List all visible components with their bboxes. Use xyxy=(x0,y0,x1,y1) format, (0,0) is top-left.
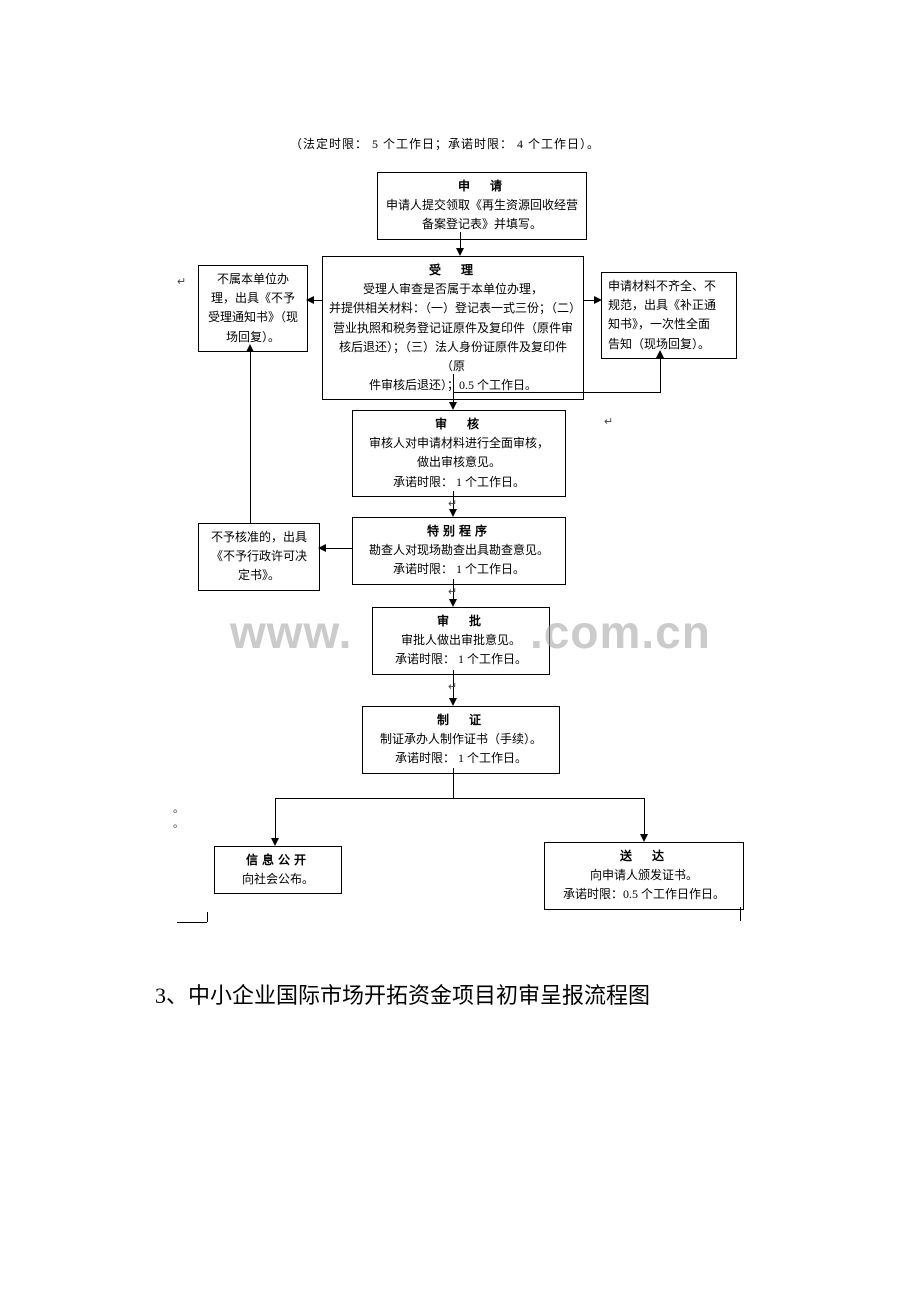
cert-box: 制 证 制证承办人制作证书（手续）。 承诺时限： 1 个工作日。 xyxy=(362,706,560,774)
incomplete-down xyxy=(660,352,661,392)
cert-l1: 制证承办人制作证书（手续）。 xyxy=(369,730,553,749)
special-approve-head xyxy=(449,599,457,607)
special-notapprove-head xyxy=(318,544,326,552)
ret-mark-2: ↵ xyxy=(604,415,613,428)
na-l3: 定书》。 xyxy=(205,566,313,585)
cert-fork-hor xyxy=(275,798,645,799)
approve-box: 审 批 审批人做出审批意见。 承诺时限： 1 个工作日。 xyxy=(372,607,550,675)
arrow-apply-accept-head xyxy=(456,248,464,256)
publish-l1: 向社会公布。 xyxy=(221,870,335,889)
bottom-heading: 3、中小企业国际市场开拓资金项目初审呈报流程图 xyxy=(155,978,650,1010)
deliver-box: 送 达 向申请人颁发证书。 承诺时限：0.5 个工作日作日。 xyxy=(544,842,744,910)
special-title: 特别程序 xyxy=(359,522,559,541)
not-approve-box: 不予核准的，出具 《不予行政许可决 定书》。 xyxy=(198,523,320,591)
review-special-head xyxy=(449,509,457,517)
incomplete-l3: 知书》，一次性全面 xyxy=(608,315,730,334)
apply-line1: 申请人提交领取《再生资源回收经营 xyxy=(384,196,580,215)
not-belong-box: 不属本单位办 理，出具《不予 受理通知书》（现 场回复）。 xyxy=(198,265,308,352)
timeline-text: （法定时限： 5 个工作日；承诺时限： 4 个工作日）。 xyxy=(290,135,600,152)
incomplete-feedback-head xyxy=(656,350,664,358)
review-title: 审 核 xyxy=(359,415,559,434)
deliver-l2: 承诺时限：0.5 个工作日作日。 xyxy=(551,885,737,904)
accept-l1: 受理人审查是否属于本单位办理， xyxy=(329,280,577,299)
special-notapprove-line xyxy=(324,548,352,549)
incomplete-box: 申请材料不齐全、不 规范，出具《补正通 知书》，一次性全面 告知（现场回复）。 xyxy=(601,272,737,359)
accept-review-head xyxy=(449,402,457,410)
apply-line2: 备案登记表》并填写。 xyxy=(384,215,580,234)
stray-left-h xyxy=(177,922,207,923)
ret-mark-4: ↵ xyxy=(448,585,457,598)
ret-mark-7: 。 xyxy=(173,815,184,831)
ret-mark-6: 。 xyxy=(173,800,184,816)
fork-left-vert xyxy=(275,798,276,840)
watermark-right: .com.cn xyxy=(530,605,711,659)
special-l2: 承诺时限： 1 个工作日。 xyxy=(359,560,559,579)
approve-cert-head xyxy=(449,698,457,706)
special-l1: 勘查人对现场勘查出具勘查意见。 xyxy=(359,541,559,560)
accept-to-notbelong-head xyxy=(306,296,314,304)
stray-right-v xyxy=(740,907,741,921)
fork-right-head xyxy=(640,834,648,842)
ret-mark-1: ↵ xyxy=(177,275,186,288)
accept-to-incomplete-head xyxy=(594,296,602,304)
cert-title: 制 证 xyxy=(369,711,553,730)
incomplete-l4: 告知（现场回复）。 xyxy=(608,335,730,354)
apply-title: 申 请 xyxy=(384,177,580,196)
deliver-l1: 向申请人颁发证书。 xyxy=(551,866,737,885)
incomplete-l1: 申请材料不齐全、不 xyxy=(608,277,730,296)
apply-box: 申 请 申请人提交领取《再生资源回收经营 备案登记表》并填写。 xyxy=(377,172,587,240)
approve-title: 审 批 xyxy=(379,612,543,631)
cert-l2: 承诺时限： 1 个工作日。 xyxy=(369,749,553,768)
approve-l2: 承诺时限： 1 个工作日。 xyxy=(379,650,543,669)
page: （法定时限： 5 个工作日；承诺时限： 4 个工作日）。 申 请 申请人提交领取… xyxy=(0,0,920,1302)
incomplete-hor xyxy=(453,392,661,393)
fork-left-head xyxy=(271,838,279,846)
review-l2: 做出审核意见。 xyxy=(359,453,559,472)
left-feedback-vert xyxy=(250,346,251,523)
accept-title: 受 理 xyxy=(329,261,577,280)
na-l2: 《不予行政许可决 xyxy=(205,547,313,566)
special-box: 特别程序 勘查人对现场勘查出具勘查意见。 承诺时限： 1 个工作日。 xyxy=(352,517,566,585)
deliver-title: 送 达 xyxy=(551,847,737,866)
approve-l1: 审批人做出审批意见。 xyxy=(379,631,543,650)
accept-l2: 并提供相关材料：（一）登记表一式三份；（二） xyxy=(329,299,577,318)
incomplete-l2: 规范，出具《补正通 xyxy=(608,296,730,315)
stray-left-v xyxy=(207,912,208,922)
accept-l4: 核后退还）；（三）法人身份证原件及复印件（原 xyxy=(329,338,577,376)
not-belong-l2: 理，出具《不予 xyxy=(205,289,301,308)
accept-l3: 营业执照和税务登记证原件及复印件（原件审 xyxy=(329,319,577,338)
ret-mark-5: ↵ xyxy=(448,680,457,693)
na-l1: 不予核准的，出具 xyxy=(205,528,313,547)
not-belong-l1: 不属本单位办 xyxy=(205,270,301,289)
publish-title: 信息公开 xyxy=(221,851,335,870)
accept-review-line xyxy=(453,374,454,404)
review-l3: 承诺时限： 1 个工作日。 xyxy=(359,473,559,492)
cert-fork-vert xyxy=(453,768,454,798)
watermark-left: www. xyxy=(230,605,352,659)
review-l1: 审核人对申请材料进行全面审核， xyxy=(359,434,559,453)
fork-right-vert xyxy=(644,798,645,836)
review-box: 审 核 审核人对申请材料进行全面审核， 做出审核意见。 承诺时限： 1 个工作日… xyxy=(352,410,566,497)
left-feedback-head xyxy=(246,344,254,352)
publish-box: 信息公开 向社会公布。 xyxy=(214,846,342,894)
not-belong-l3: 受理通知书》（现 xyxy=(205,308,301,327)
